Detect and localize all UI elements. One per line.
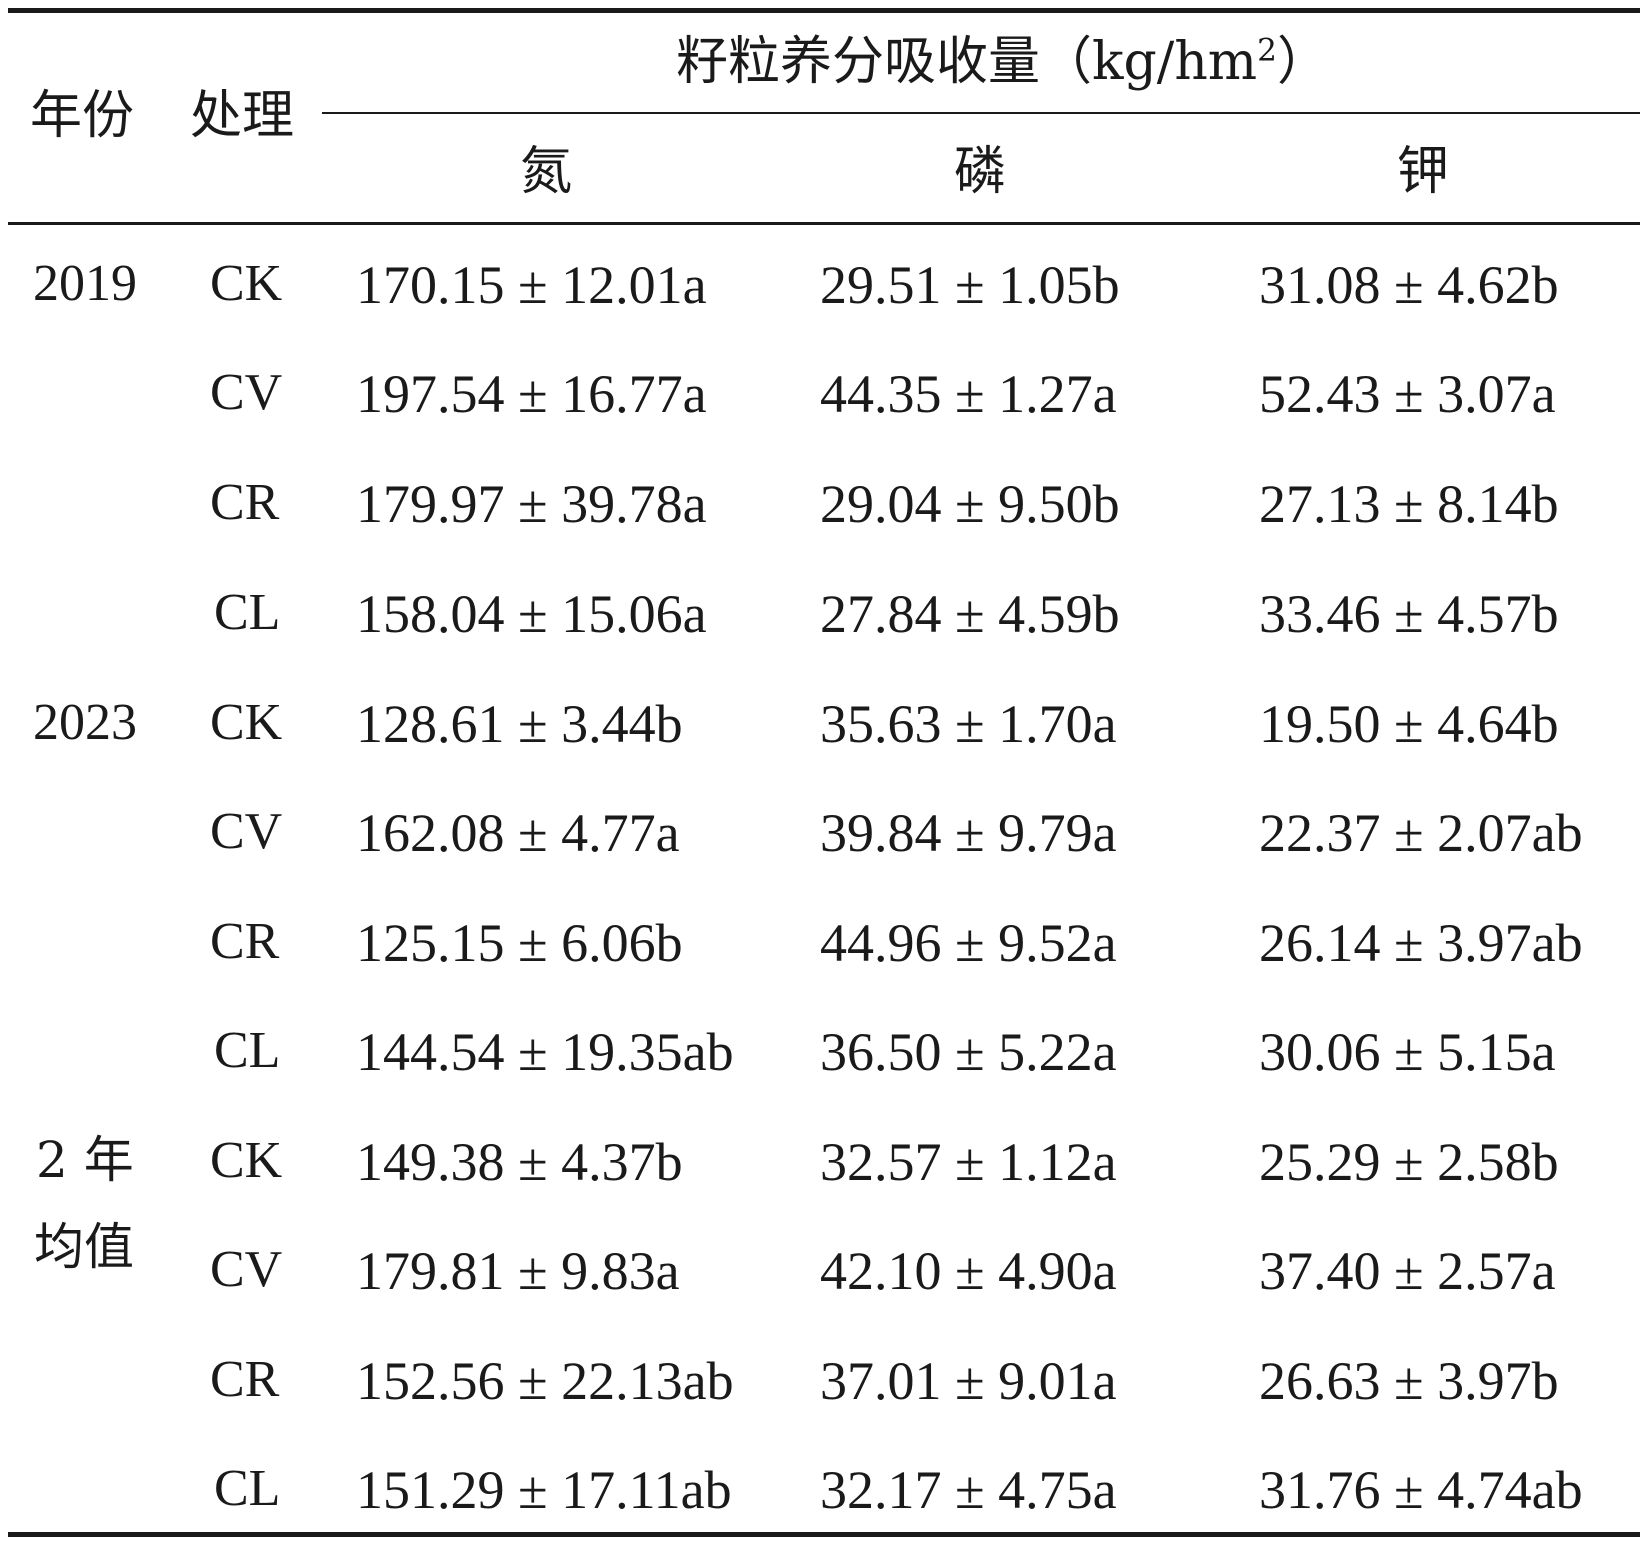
phosphorus-cell: 32.57 ± 1.12a <box>820 1132 1117 1192</box>
phosphorus-cell: 36.50 ± 5.22a <box>820 1022 1117 1082</box>
potassium-cell: 31.76 ± 4.74ab <box>1259 1460 1583 1520</box>
phosphorus-cell: 32.17 ± 4.75a <box>820 1460 1117 1520</box>
potassium-cell: 26.63 ± 3.97b <box>1259 1351 1559 1411</box>
treatment-cell: CK <box>210 1132 283 1189</box>
potassium-cell: 30.06 ± 5.15a <box>1259 1022 1556 1082</box>
potassium-cell: 26.14 ± 3.97ab <box>1259 913 1583 973</box>
potassium-cell: 25.29 ± 2.58b <box>1259 1132 1559 1192</box>
phosphorus-cell: 37.01 ± 9.01a <box>820 1351 1117 1411</box>
nitrogen-cell: 128.61 ± 3.44b <box>356 694 683 754</box>
potassium-cell: 31.08 ± 4.62b <box>1259 255 1559 315</box>
bottom-rule <box>8 1532 1640 1537</box>
phosphorus-cell: 29.04 ± 9.50b <box>820 474 1120 534</box>
treatment-cell: CV <box>210 1241 283 1298</box>
header-year: 年份 <box>30 86 135 146</box>
treatment-cell: CV <box>210 803 283 860</box>
phosphorus-cell: 27.84 ± 4.59b <box>820 584 1120 644</box>
year-label-2023: 2023 <box>33 694 137 751</box>
nitrogen-cell: 149.38 ± 4.37b <box>356 1132 683 1192</box>
phosphorus-cell: 44.96 ± 9.52a <box>820 913 1117 973</box>
nitrogen-cell: 151.29 ± 17.11ab <box>356 1460 732 1520</box>
nitrogen-cell: 179.97 ± 39.78a <box>356 474 707 534</box>
nitrogen-cell: 197.54 ± 16.77a <box>356 364 707 424</box>
potassium-cell: 37.40 ± 2.57a <box>1259 1241 1556 1301</box>
nitrogen-cell: 162.08 ± 4.77a <box>356 803 680 863</box>
phosphorus-cell: 29.51 ± 1.05b <box>820 255 1120 315</box>
treatment-cell: CL <box>214 1022 281 1079</box>
nitrogen-cell: 179.81 ± 9.83a <box>356 1241 680 1301</box>
potassium-cell: 33.46 ± 4.57b <box>1259 584 1559 644</box>
potassium-cell: 52.43 ± 3.07a <box>1259 364 1556 424</box>
treatment-cell: CL <box>214 1460 281 1517</box>
header-potassium: 钾 <box>1397 142 1450 202</box>
nitrogen-cell: 125.15 ± 6.06b <box>356 913 683 973</box>
header-bottom-rule <box>8 222 1640 225</box>
potassium-cell: 19.50 ± 4.64b <box>1259 694 1559 754</box>
treatment-cell: CV <box>210 364 283 421</box>
year-label-avg-line2: 均值 <box>34 1218 134 1276</box>
treatment-cell: CK <box>210 255 283 312</box>
nitrogen-cell: 152.56 ± 22.13ab <box>356 1351 734 1411</box>
phosphorus-cell: 39.84 ± 9.79a <box>820 803 1117 863</box>
treatment-cell: CL <box>214 584 281 641</box>
header-treatment: 处理 <box>190 86 295 146</box>
treatment-cell: CR <box>210 474 280 531</box>
year-label-2019: 2019 <box>33 255 137 312</box>
header-phosphorus: 磷 <box>954 142 1007 202</box>
nitrogen-cell: 158.04 ± 15.06a <box>356 584 707 644</box>
potassium-cell: 27.13 ± 8.14b <box>1259 474 1559 534</box>
nitrogen-cell: 144.54 ± 19.35ab <box>356 1022 734 1082</box>
header-group-title: 籽粒养分吸收量（kg/hm2） <box>676 32 1329 92</box>
top-rule <box>8 8 1640 13</box>
phosphorus-cell: 35.63 ± 1.70a <box>820 694 1117 754</box>
potassium-cell: 22.37 ± 2.07ab <box>1259 803 1583 863</box>
year-label-avg-line1: 2 年 <box>36 1131 134 1189</box>
header-nitrogen: 氮 <box>520 142 573 202</box>
group-header-rule <box>322 112 1640 114</box>
treatment-cell: CR <box>210 1351 280 1408</box>
nitrogen-cell: 170.15 ± 12.01a <box>356 255 707 315</box>
phosphorus-cell: 44.35 ± 1.27a <box>820 364 1117 424</box>
phosphorus-cell: 42.10 ± 4.90a <box>820 1241 1117 1301</box>
treatment-cell: CK <box>210 694 283 751</box>
treatment-cell: CR <box>210 913 280 970</box>
